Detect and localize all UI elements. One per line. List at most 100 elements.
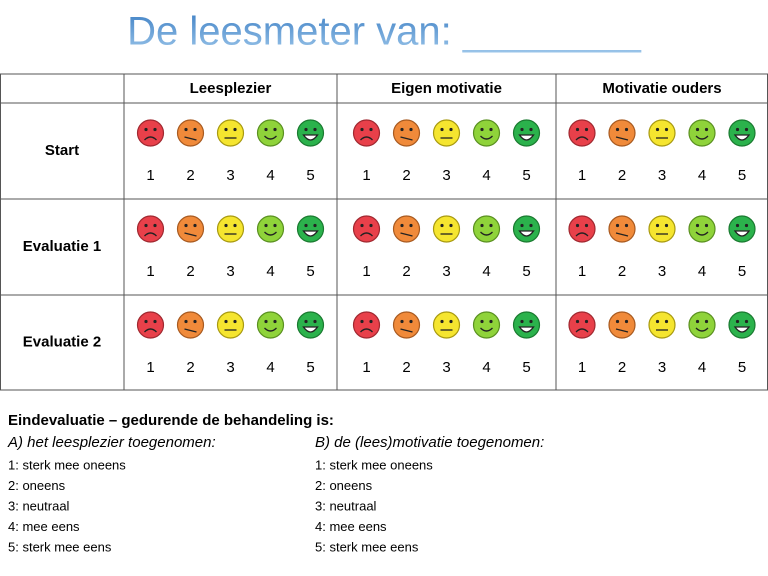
face: [688, 215, 716, 243]
scale-number: 1: [362, 263, 370, 280]
mouth: [733, 230, 751, 237]
face: [176, 119, 205, 147]
smiley: [296, 215, 325, 243]
face: [136, 311, 165, 339]
eye: [233, 127, 237, 132]
scale-number: 3: [658, 263, 666, 280]
option: 3: neutraal: [315, 498, 377, 513]
scale-number: 1: [578, 359, 586, 376]
face: [352, 311, 381, 339]
row-header: Evaluatie 1: [23, 238, 101, 255]
option: 3: neutraal: [8, 498, 70, 513]
mouth: [302, 230, 319, 237]
smiley: [608, 119, 636, 147]
eye: [449, 223, 453, 228]
mouth: [302, 134, 319, 141]
face: [392, 119, 421, 147]
face: [568, 215, 596, 243]
smiley: [568, 215, 596, 243]
mouth: [360, 328, 373, 333]
scale-number: 1: [362, 167, 370, 184]
scale-number: 4: [266, 263, 274, 280]
eye: [704, 223, 709, 228]
mouth: [264, 135, 277, 140]
eye: [273, 223, 277, 228]
face: [648, 215, 676, 243]
eye: [193, 127, 197, 132]
smiley: [648, 119, 676, 147]
scale-number: 5: [522, 167, 530, 184]
eye: [193, 319, 197, 324]
eye: [624, 127, 629, 132]
scale-number: 2: [186, 263, 194, 280]
smiley: [568, 311, 596, 339]
smiley: [392, 311, 421, 339]
smiley: [648, 215, 676, 243]
eye: [529, 319, 533, 324]
title: De leesmeter van: ________: [127, 10, 641, 54]
scale-number: 3: [442, 263, 450, 280]
eye: [400, 223, 404, 228]
mouth: [144, 328, 157, 333]
scale-number: 4: [266, 359, 274, 376]
scale-number: 4: [482, 263, 490, 280]
mouth: [695, 327, 709, 332]
eye: [735, 223, 740, 228]
eye: [615, 223, 620, 228]
eye: [664, 319, 669, 324]
scale-number: 5: [306, 263, 314, 280]
scale-number: 1: [362, 359, 370, 376]
face: [568, 311, 596, 339]
scale-number: 5: [738, 167, 746, 184]
option: 1: sterk mee oneens: [8, 457, 126, 472]
scale-number: 4: [698, 359, 706, 376]
face: [352, 215, 381, 243]
column-header: Motivatie ouders: [602, 80, 721, 97]
eye: [153, 223, 157, 228]
face: [256, 215, 285, 243]
eye: [440, 223, 444, 228]
smiley: [392, 215, 421, 243]
face: [256, 311, 285, 339]
scale-number: 4: [698, 263, 706, 280]
smiley: [472, 215, 501, 243]
scale-number: 5: [306, 167, 314, 184]
eye: [409, 127, 413, 132]
eye: [704, 319, 709, 324]
scale-number: 1: [146, 167, 154, 184]
eye: [584, 127, 589, 132]
smiley: [392, 119, 421, 147]
face: [136, 119, 165, 147]
smiley: [216, 119, 245, 147]
question-label: A) het leesplezier toegenomen:: [7, 434, 216, 451]
eye: [144, 319, 148, 324]
mouth: [733, 134, 751, 141]
mouth: [518, 326, 535, 333]
face: [608, 119, 636, 147]
face: [472, 215, 501, 243]
smiley: [296, 119, 325, 147]
scale-number: 3: [226, 359, 234, 376]
eye: [624, 319, 629, 324]
row-header: Evaluatie 2: [23, 333, 101, 350]
scale-number: 3: [442, 167, 450, 184]
face: [216, 311, 245, 339]
smiley: [568, 119, 596, 147]
smiley: [352, 311, 381, 339]
mouth: [575, 232, 589, 237]
option: 4: mee eens: [8, 519, 80, 534]
face: [392, 311, 421, 339]
eye: [193, 223, 197, 228]
smiley: [728, 311, 756, 339]
mouth: [480, 231, 493, 236]
mouth: [615, 232, 629, 237]
eye: [304, 127, 308, 132]
face: [728, 311, 756, 339]
eye: [313, 127, 317, 132]
face: [296, 311, 325, 339]
final-evaluation: Eindevaluatie – gedurende de behandeling…: [7, 412, 544, 554]
scale-number: 2: [402, 263, 410, 280]
mouth: [144, 232, 157, 237]
smiley: [432, 311, 461, 339]
